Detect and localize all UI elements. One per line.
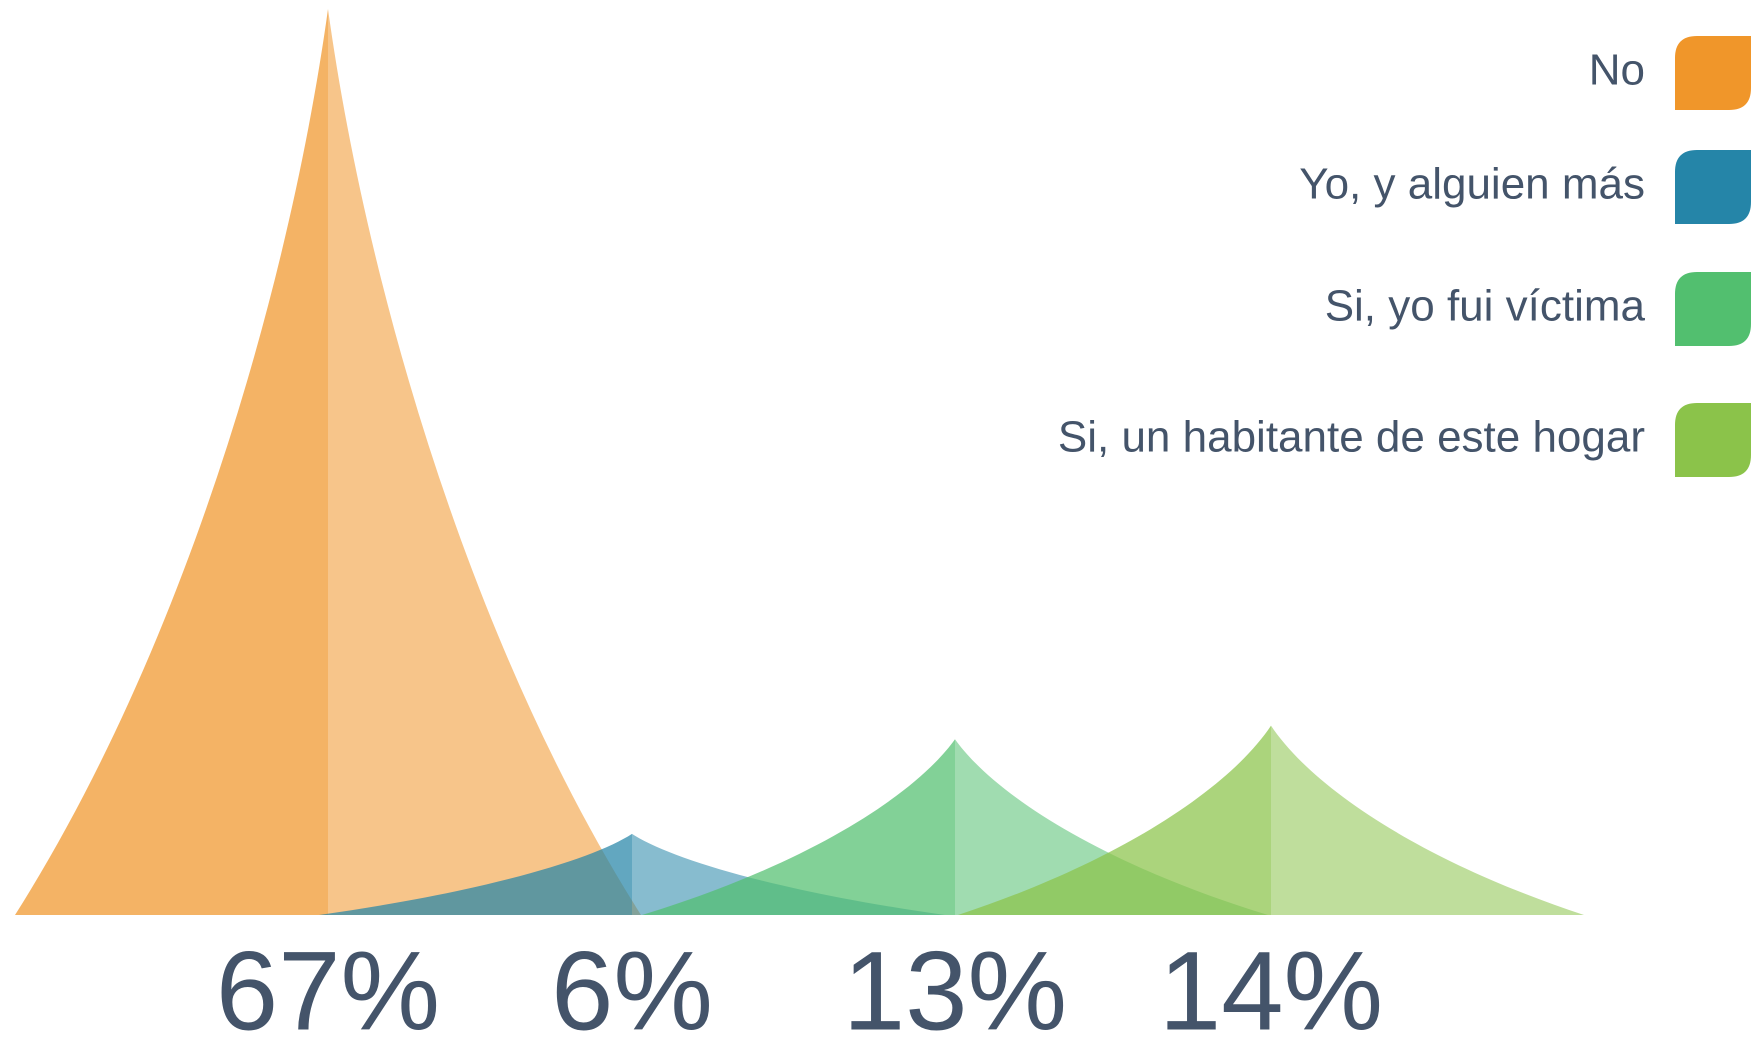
peak-left xyxy=(958,725,1271,915)
value-labels: 67% 6% 13% 14% xyxy=(216,929,1383,1042)
peak-left xyxy=(319,833,632,915)
legend-swatch xyxy=(1675,150,1751,224)
peak-left xyxy=(15,9,328,915)
peak-right xyxy=(1271,725,1584,915)
peak-right xyxy=(955,739,1268,915)
legend-swatch xyxy=(1675,403,1751,477)
legend-label: No xyxy=(1589,46,1645,95)
value-label: 67% xyxy=(216,929,440,1042)
legend-label: Si, un habitante de este hogar xyxy=(1058,413,1645,462)
value-label: 13% xyxy=(843,929,1067,1042)
peak-right xyxy=(328,9,641,915)
legend: No Yo, y alguien más Si, yo fui víctima Si,… xyxy=(1058,36,1751,477)
legend-label: Yo, y alguien más xyxy=(1299,160,1645,209)
plot-area xyxy=(15,9,1584,915)
peak-left xyxy=(642,739,955,915)
legend-label: Si, yo fui víctima xyxy=(1325,282,1646,331)
value-label: 6% xyxy=(551,929,713,1042)
value-label: 14% xyxy=(1159,929,1383,1042)
legend-swatch xyxy=(1675,272,1751,346)
legend-swatch xyxy=(1675,36,1751,110)
